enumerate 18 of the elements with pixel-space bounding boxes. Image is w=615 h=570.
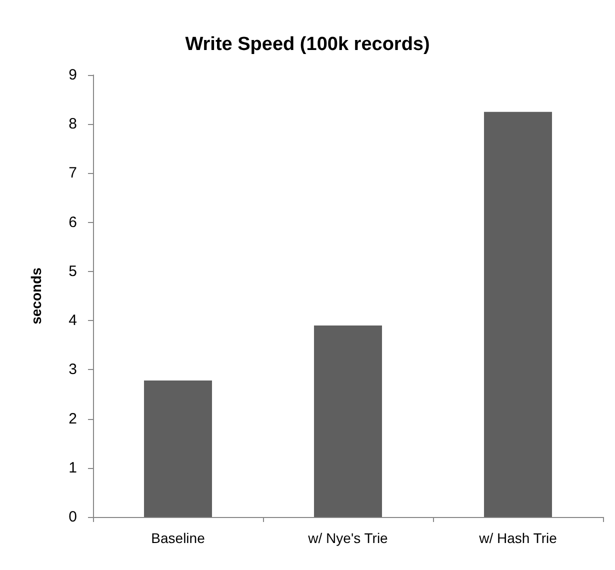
y-tick-label: 4: [68, 312, 77, 330]
y-tick-label: 1: [68, 459, 77, 476]
y-tick-label: 2: [68, 410, 77, 428]
chart-title: Write Speed (100k records): [185, 34, 430, 55]
x-tick-label: w/ Hash Trie: [478, 530, 558, 546]
y-tick-label: 5: [68, 262, 77, 280]
bar: [144, 380, 212, 517]
y-tick-label: 0: [68, 508, 77, 526]
y-axis-title: seconds: [28, 267, 44, 324]
bar: [484, 112, 552, 517]
y-tick-label: 8: [68, 116, 77, 133]
bar: [314, 325, 382, 517]
y-tick-label: 7: [68, 164, 77, 182]
x-tick-label: w/ Nye's Trie: [307, 530, 388, 546]
y-tick-label: 6: [68, 214, 77, 231]
x-tick-label: Baseline: [151, 530, 206, 546]
y-tick-label: 9: [68, 66, 77, 84]
y-tick-label: 3: [68, 361, 77, 378]
